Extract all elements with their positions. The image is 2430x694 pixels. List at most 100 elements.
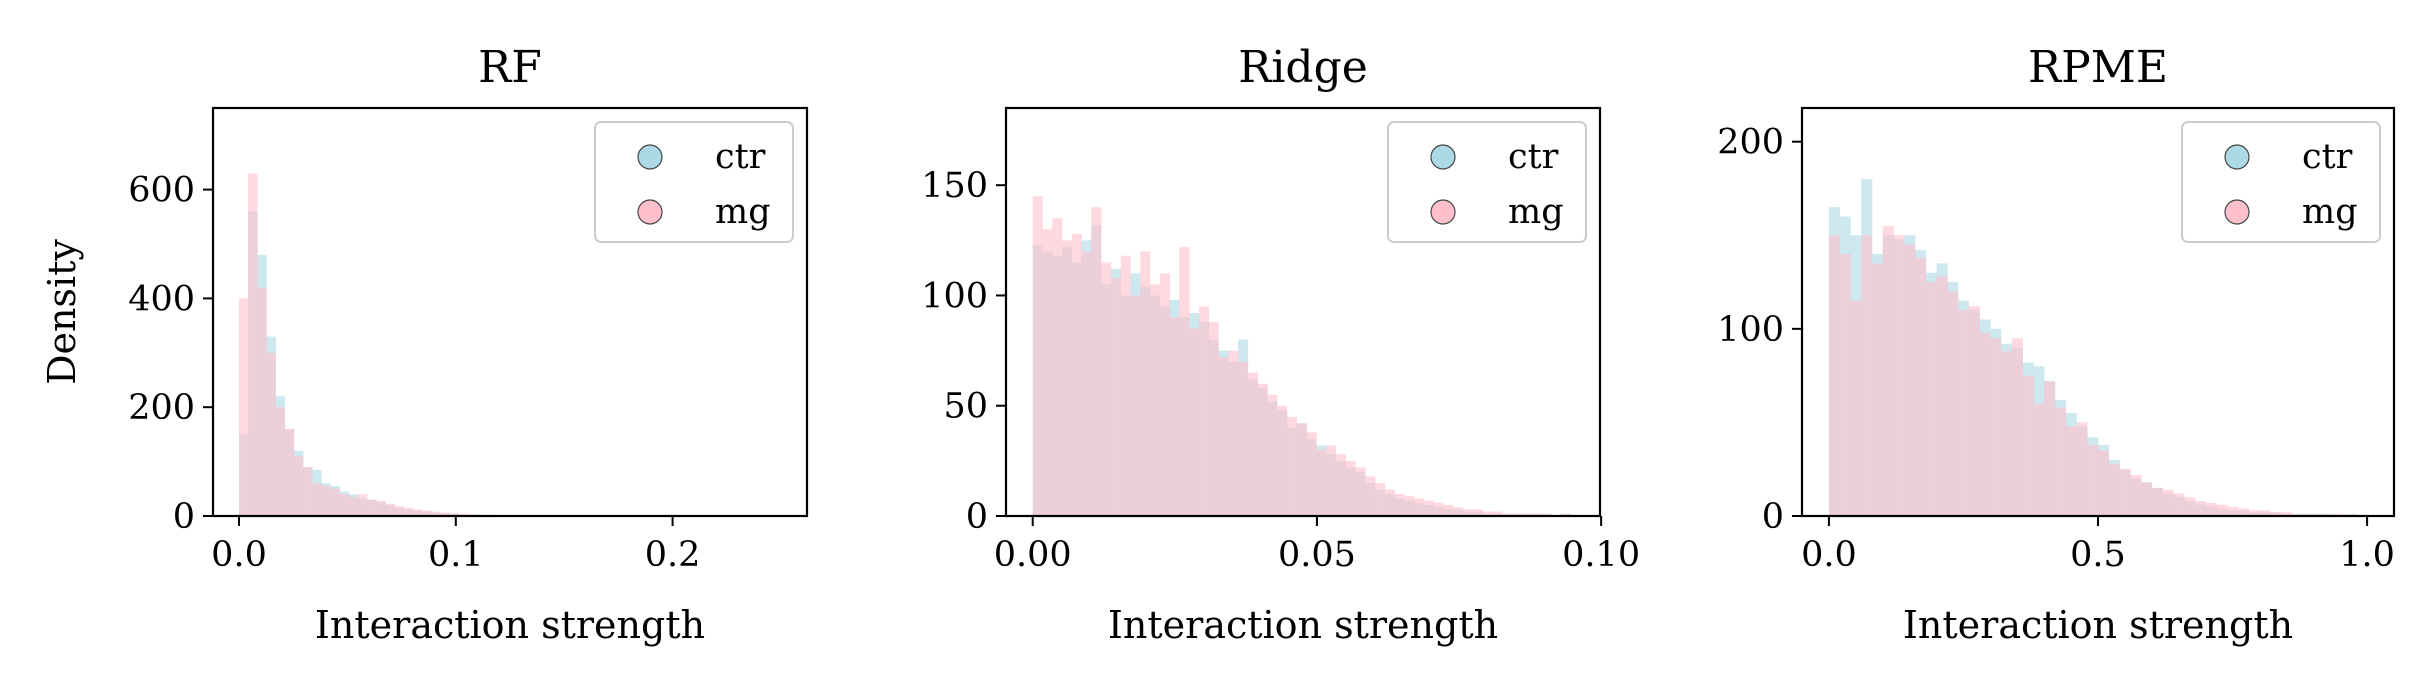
y-tick-label: 200 — [128, 388, 195, 428]
y-tick-label: 150 — [921, 166, 988, 206]
axes-frame — [211, 106, 809, 518]
histogram-bar-mg — [1404, 496, 1415, 516]
histogram-bar-mg — [1861, 235, 1873, 516]
histogram-bar-mg — [1267, 394, 1278, 516]
histogram-bar-mg — [440, 512, 450, 516]
legend: ctr mg — [594, 121, 794, 243]
legend-label-mg: mg — [2302, 192, 2358, 232]
histogram-bar-mg — [1326, 445, 1337, 516]
histogram-bar-mg — [1306, 432, 1317, 516]
histogram-bar-mg — [1169, 317, 1180, 516]
histogram-bar-mg — [275, 407, 286, 516]
histogram-bar-mg — [1414, 498, 1425, 516]
histogram-bar-mg — [357, 494, 368, 516]
y-axis-label: Density — [40, 239, 84, 385]
y-tick-label: 0 — [173, 497, 195, 537]
histogram-bar-mg — [1257, 383, 1268, 516]
histogram-bar-mg — [1958, 310, 1970, 516]
histogram-bar-mg — [1560, 513, 1571, 516]
histogram-bar-mg — [1042, 229, 1053, 517]
histogram-bar-mg — [339, 494, 350, 516]
legend-label-ctr: ctr — [715, 137, 766, 177]
histogram-bar-mg — [1521, 513, 1532, 516]
histogram-bar-mg — [1828, 235, 1840, 516]
y-tick-label: 200 — [1717, 123, 1784, 163]
histogram-bar-mg — [421, 510, 432, 516]
x-tick-label: 1.0 — [2339, 535, 2395, 575]
histogram-bar-mg — [1140, 251, 1151, 516]
y-tick-label: 50 — [943, 387, 988, 427]
x-tick-label: 0.10 — [1562, 535, 1640, 575]
legend-marker-ctr — [2224, 144, 2250, 170]
histogram-bar-mg — [1277, 405, 1288, 516]
y-tick-label: 100 — [921, 276, 988, 316]
chart-title: RF — [478, 42, 542, 93]
histogram-bar-mg — [1882, 225, 1894, 516]
histogram-bar-mg — [2065, 426, 2077, 516]
histogram-bar-mg — [1159, 273, 1170, 516]
legend-marker-ctr — [637, 144, 663, 170]
histogram-bar-mg — [2270, 512, 2282, 516]
legend-label-mg: mg — [1508, 192, 1564, 232]
y-tick-label: 400 — [128, 279, 195, 319]
histogram-bar-mg — [2108, 463, 2120, 516]
histogram-bars — [239, 173, 514, 517]
histogram-bar-mg — [248, 173, 258, 516]
histogram-bar-mg — [1101, 262, 1112, 516]
histogram-bar-mg — [1218, 357, 1229, 516]
histogram-bar-mg — [1433, 502, 1444, 516]
histogram-bar-mg — [1081, 251, 1092, 516]
chart-title: Ridge — [1238, 42, 1368, 93]
histogram-bar-mg — [1374, 482, 1385, 516]
histogram-bar-mg — [2184, 497, 2196, 516]
chart-panel-rf: 0.0 0.1 0.2 0 200 400 600 RF Interaction strengt… — [40, 42, 809, 647]
histogram-bar-mg — [1062, 240, 1073, 516]
histogram-bar-mg — [2033, 403, 2045, 516]
y-tick-label: 100 — [1717, 310, 1784, 350]
x-tick-label: 0.0 — [211, 535, 267, 575]
legend-label-mg: mg — [715, 192, 771, 232]
histogram-bar-mg — [1365, 476, 1376, 516]
legend-marker-mg — [2224, 199, 2250, 225]
legend: ctr mg — [1387, 121, 1587, 243]
histogram-bar-mg — [1296, 423, 1307, 516]
chart-title: RPME — [2028, 42, 2168, 93]
histogram-bar-mg — [1238, 361, 1249, 516]
histogram-bar-mg — [2151, 487, 2163, 516]
legend-marker-ctr — [1430, 144, 1456, 170]
histogram-bar-mg — [1384, 489, 1395, 516]
histogram-bar-mg — [1198, 306, 1209, 516]
histogram-bar-mg — [266, 352, 276, 516]
histogram-bar-mg — [2087, 444, 2099, 516]
histogram-bar-mg — [1052, 218, 1063, 516]
x-tick-label: 0.2 — [645, 535, 701, 575]
histogram-bar-mg — [2248, 510, 2260, 516]
histogram-bar-mg — [1904, 244, 1916, 516]
histogram-bar-mg — [330, 488, 340, 516]
histogram-bars — [1828, 179, 2357, 517]
histogram-bar-mg — [2227, 506, 2239, 516]
legend-label-ctr: ctr — [2302, 137, 2353, 177]
histogram-bar-mg — [2205, 502, 2217, 516]
histogram-bar-mg — [412, 509, 423, 516]
legend-marker-mg — [1430, 199, 1456, 225]
histogram-bar-mg — [1247, 372, 1258, 516]
histogram-bar-mg — [1130, 295, 1141, 516]
histogram-bar-mg — [321, 486, 331, 516]
x-tick-label: 0.1 — [428, 535, 484, 575]
legend-marker-mg — [637, 199, 663, 225]
histogram-bar-mg — [2173, 493, 2185, 516]
histogram-bar-mg — [1850, 300, 1862, 516]
histogram-bar-mg — [2194, 501, 2206, 516]
histogram-bar-mg — [1071, 233, 1082, 516]
histogram-bar-mg — [1345, 460, 1356, 516]
histogram-bar-mg — [2098, 450, 2110, 516]
histogram-bar-mg — [1091, 207, 1102, 517]
x-axis-label: Interaction strength — [1108, 603, 1498, 647]
histogram-bar-mg — [239, 298, 249, 516]
histogram-bar-mg — [1871, 263, 1884, 516]
histogram-bar-mg — [1286, 416, 1297, 516]
histogram-bar-mg — [1189, 328, 1200, 516]
